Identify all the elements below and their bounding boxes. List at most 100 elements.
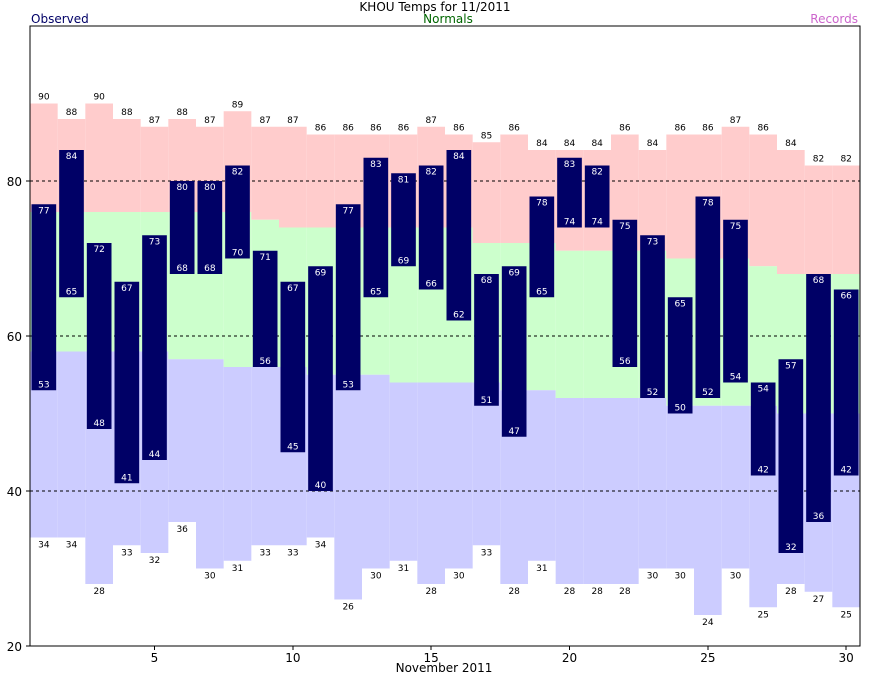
observed-low-label: 70 — [232, 249, 244, 259]
observed-high-label: 78 — [702, 199, 714, 209]
observed-low-label: 51 — [481, 396, 492, 406]
observed-low-label: 42 — [757, 466, 768, 476]
record-high-label: 85 — [481, 131, 492, 141]
observed-high-label: 83 — [370, 160, 381, 170]
observed-low-label: 44 — [149, 450, 161, 460]
record-high-label: 86 — [674, 124, 686, 134]
record-high-label: 84 — [785, 139, 797, 149]
below-normal-band — [223, 367, 252, 561]
observed-low-label: 47 — [508, 427, 519, 437]
record-low-label: 30 — [370, 572, 382, 582]
observed-low-label: 65 — [370, 287, 381, 297]
below-normal-band — [472, 382, 501, 546]
record-band — [279, 126, 307, 228]
observed-low-label: 53 — [342, 380, 353, 390]
observed-high-label: 67 — [121, 284, 132, 294]
record-low-label: 26 — [342, 603, 354, 613]
observed-low-label: 56 — [619, 357, 631, 367]
observed-bar — [640, 235, 665, 398]
record-band — [749, 134, 777, 267]
observed-high-label: 65 — [674, 299, 685, 309]
below-normal-band — [168, 359, 196, 522]
observed-bar — [695, 196, 721, 398]
observed-bar — [308, 266, 333, 491]
below-normal-band — [694, 405, 722, 615]
record-high-label: 87 — [204, 116, 215, 126]
data-labels: 90 34 77 53 88 34 84 65 90 28 72 48 88 33 67 41 87 32 73 44… — [38, 93, 852, 629]
observed-low-label: 36 — [813, 512, 825, 522]
below-normal-band — [362, 374, 390, 569]
observed-low-label: 41 — [121, 473, 132, 483]
observed-high-label: 68 — [813, 276, 825, 286]
below-normal-band — [445, 382, 473, 569]
observed-high-label: 77 — [38, 206, 49, 216]
observed-bar — [225, 165, 250, 259]
record-high-label: 87 — [287, 116, 298, 126]
observed-high-label: 69 — [315, 268, 327, 278]
observed-high-label: 77 — [342, 206, 353, 216]
record-low-label: 31 — [536, 564, 547, 574]
observed-bar — [778, 359, 804, 553]
record-low-label: 33 — [121, 548, 132, 558]
record-low-label: 28 — [93, 587, 105, 597]
record-high-label: 88 — [66, 108, 78, 118]
record-low-label: 31 — [232, 564, 243, 574]
gridlines — [30, 180, 860, 492]
record-low-label: 34 — [315, 541, 327, 551]
record-low-label: 33 — [259, 548, 270, 558]
record-high-label: 86 — [453, 124, 465, 134]
record-high-label: 86 — [342, 124, 354, 134]
observed-bar — [142, 235, 167, 460]
record-high-label: 87 — [730, 116, 741, 126]
observed-bar — [833, 289, 859, 476]
record-high-label: 86 — [702, 124, 714, 134]
observed-high-label: 83 — [564, 160, 575, 170]
record-low-label: 34 — [66, 541, 78, 551]
y-tick-label: 80 — [7, 175, 22, 189]
record-low-label: 34 — [38, 541, 50, 551]
legend-normals: Normals — [423, 12, 473, 26]
record-band — [251, 126, 279, 220]
record-band — [666, 134, 694, 259]
record-low-label: 30 — [204, 572, 216, 582]
x-tick-label: 25 — [700, 651, 715, 665]
normal-band — [583, 250, 611, 398]
observed-bar — [667, 297, 693, 414]
observed-high-label: 54 — [757, 385, 769, 395]
record-high-label: 88 — [121, 108, 133, 118]
record-band — [777, 150, 805, 274]
record-low-label: 28 — [425, 587, 437, 597]
record-band — [472, 142, 501, 243]
observed-bar — [418, 165, 444, 290]
observed-high-label: 81 — [398, 175, 409, 185]
record-band — [638, 150, 667, 251]
record-high-label: 84 — [564, 139, 576, 149]
record-low-label: 30 — [674, 572, 686, 582]
observed-low-label: 52 — [647, 388, 658, 398]
observed-high-label: 66 — [840, 292, 852, 302]
chart-title: KHOU Temps for 11/2011 — [359, 0, 511, 14]
observed-high-label: 68 — [481, 276, 493, 286]
below-normal-band — [721, 405, 750, 569]
record-low-label: 30 — [730, 572, 742, 582]
record-high-label: 87 — [425, 116, 436, 126]
record-low-label: 28 — [591, 587, 603, 597]
record-high-label: 86 — [757, 124, 769, 134]
observed-low-label: 69 — [398, 256, 410, 266]
record-low-label: 28 — [564, 587, 576, 597]
below-normal-band — [389, 382, 418, 561]
record-low-label: 31 — [398, 564, 409, 574]
below-normal-band — [417, 382, 445, 584]
observed-high-label: 72 — [93, 245, 104, 255]
record-high-label: 89 — [232, 100, 244, 110]
observed-bar — [335, 204, 361, 391]
observed-low-label: 32 — [785, 543, 796, 553]
record-low-label: 27 — [813, 595, 824, 605]
record-low-label: 33 — [481, 548, 492, 558]
record-band — [500, 134, 528, 243]
record-high-label: 87 — [259, 116, 270, 126]
observed-high-label: 73 — [647, 237, 658, 247]
observed-low-label: 65 — [66, 287, 77, 297]
observed-bars — [31, 150, 859, 553]
